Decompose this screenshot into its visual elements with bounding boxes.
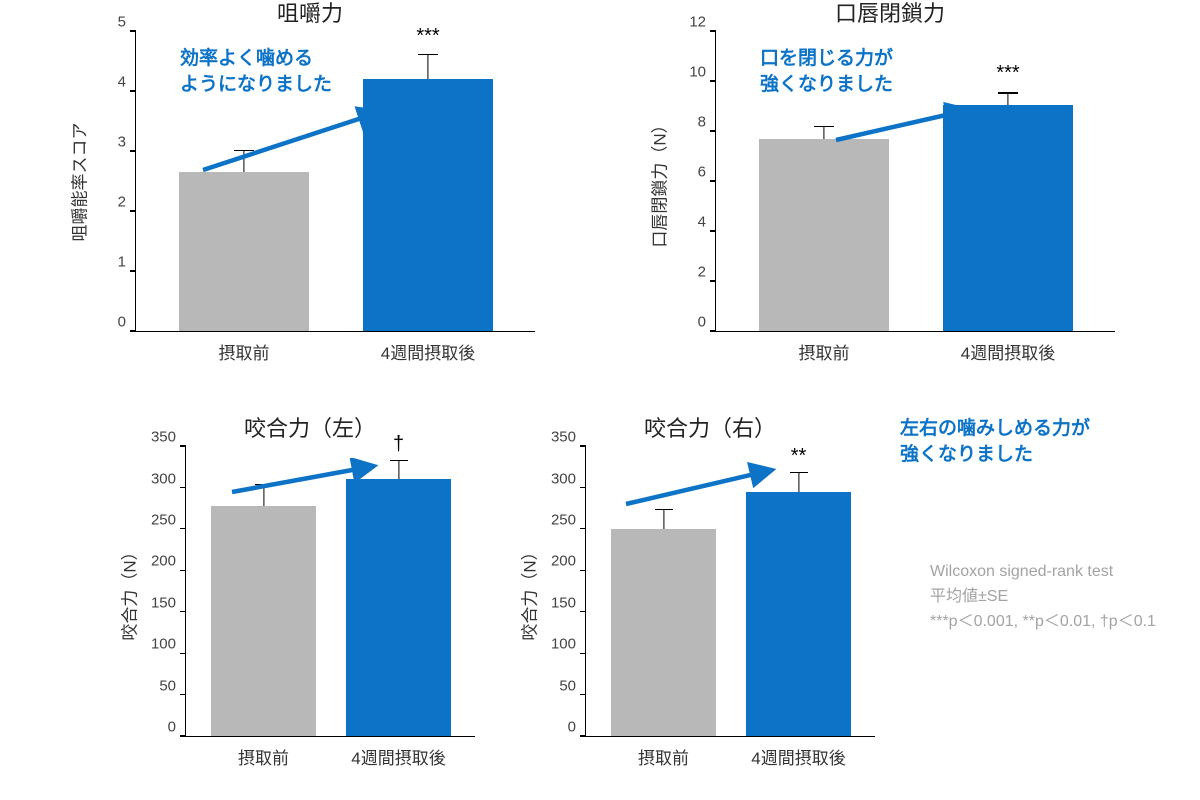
ytick: 150 xyxy=(551,595,586,612)
ytick: 100 xyxy=(551,636,586,653)
y-axis-label: 口唇閉鎖力（N） xyxy=(646,116,671,247)
ytick: 0 xyxy=(168,719,186,736)
bar-after xyxy=(943,105,1073,331)
error-bar xyxy=(243,151,244,172)
stats-line1: Wilcoxon signed-rank test xyxy=(930,560,1156,585)
xtick: 4週間摂取後 xyxy=(961,331,1055,364)
annotation-line2: ようになりました xyxy=(180,74,332,95)
error-bar xyxy=(663,510,664,529)
stats-note: Wilcoxon signed-rank test 平均値±SE ***p＜0.… xyxy=(930,560,1156,634)
significance-marker: † xyxy=(393,433,404,456)
xtick: 4週間摂取後 xyxy=(751,736,845,769)
plot-area: 咬合力（N） 0 50 100 150 200 250 300 350 † 摂取… xyxy=(185,447,475,737)
significance-marker: ** xyxy=(791,445,807,468)
annotation-line2: 強くなりました xyxy=(760,74,893,95)
error-cap xyxy=(390,460,408,461)
xtick: 4週間摂取後 xyxy=(381,331,475,364)
ytick: 10 xyxy=(689,64,716,81)
chart-bite-right: 咬合力（右） 咬合力（N） 0 50 100 150 200 250 300 3… xyxy=(515,415,905,785)
significance-marker: *** xyxy=(996,62,1019,85)
significance-marker: *** xyxy=(416,25,439,48)
annotation-line1: 口を閉じる力が xyxy=(760,48,893,69)
bar-after xyxy=(363,79,493,331)
ytick: 12 xyxy=(689,14,716,31)
ytick: 300 xyxy=(551,471,586,488)
bar-before xyxy=(179,172,309,331)
ytick: 8 xyxy=(698,114,716,131)
ytick: 250 xyxy=(551,512,586,529)
xtick: 4週間摂取後 xyxy=(351,736,445,769)
ytick: 4 xyxy=(698,214,716,231)
bar-before xyxy=(611,529,716,736)
stats-line2: 平均値±SE xyxy=(930,585,1156,610)
chart-bite-left: 咬合力（左） 咬合力（N） 0 50 100 150 200 250 300 3… xyxy=(115,415,505,785)
xtick: 摂取前 xyxy=(238,736,289,769)
ytick: 100 xyxy=(151,636,186,653)
bar-before xyxy=(759,139,889,332)
stats-line3: ***p＜0.001, **p＜0.01, †p＜0.1 xyxy=(930,610,1156,635)
error-bar xyxy=(798,473,799,491)
bar-after xyxy=(746,492,851,736)
xtick: 摂取前 xyxy=(638,736,689,769)
error-cap xyxy=(814,126,834,127)
error-bar xyxy=(427,55,428,79)
ytick: 200 xyxy=(551,553,586,570)
ytick: 2 xyxy=(698,264,716,281)
ytick: 4 xyxy=(118,74,136,91)
xtick: 摂取前 xyxy=(799,331,850,364)
bar-before xyxy=(211,506,316,736)
error-bar xyxy=(823,127,824,138)
ytick: 50 xyxy=(159,678,186,695)
error-bar xyxy=(1007,94,1008,105)
annotation-line1: 左右の噛みしめる力が xyxy=(900,418,1090,439)
y-axis-label: 咬合力（N） xyxy=(116,543,141,640)
ytick: 350 xyxy=(151,429,186,446)
error-cap xyxy=(418,54,438,55)
error-bar xyxy=(398,461,399,479)
ytick: 0 xyxy=(698,314,716,331)
ytick: 5 xyxy=(118,14,136,31)
annotation-line1: 効率よく噛める xyxy=(180,48,313,69)
y-axis-label: 咬合力（N） xyxy=(516,543,541,640)
error-cap xyxy=(790,472,808,473)
ytick: 6 xyxy=(698,164,716,181)
error-cap xyxy=(234,150,254,151)
annotation-lip: 口を閉じる力が 強くなりました xyxy=(760,46,893,97)
ytick: 250 xyxy=(151,512,186,529)
annotation-chew: 効率よく噛める ようになりました xyxy=(180,46,332,97)
annotation-bite: 左右の噛みしめる力が 強くなりました xyxy=(900,416,1090,467)
ytick: 3 xyxy=(118,134,136,151)
ytick: 0 xyxy=(568,719,586,736)
plot-area: 咬合力（N） 0 50 100 150 200 250 300 350 ** 摂… xyxy=(585,447,875,737)
error-bar xyxy=(263,485,264,506)
xtick: 摂取前 xyxy=(219,331,270,364)
error-cap xyxy=(255,484,273,485)
error-cap xyxy=(998,92,1018,93)
ytick: 0 xyxy=(118,314,136,331)
ytick: 300 xyxy=(151,471,186,488)
annotation-line2: 強くなりました xyxy=(900,444,1033,465)
ytick: 1 xyxy=(118,254,136,271)
bar-after xyxy=(346,479,451,736)
error-cap xyxy=(655,509,673,510)
ytick: 150 xyxy=(151,595,186,612)
ytick: 50 xyxy=(559,678,586,695)
ytick: 200 xyxy=(151,553,186,570)
y-axis-label: 咀嚼能率スコア xyxy=(66,122,91,241)
ytick: 2 xyxy=(118,194,136,211)
ytick: 350 xyxy=(551,429,586,446)
